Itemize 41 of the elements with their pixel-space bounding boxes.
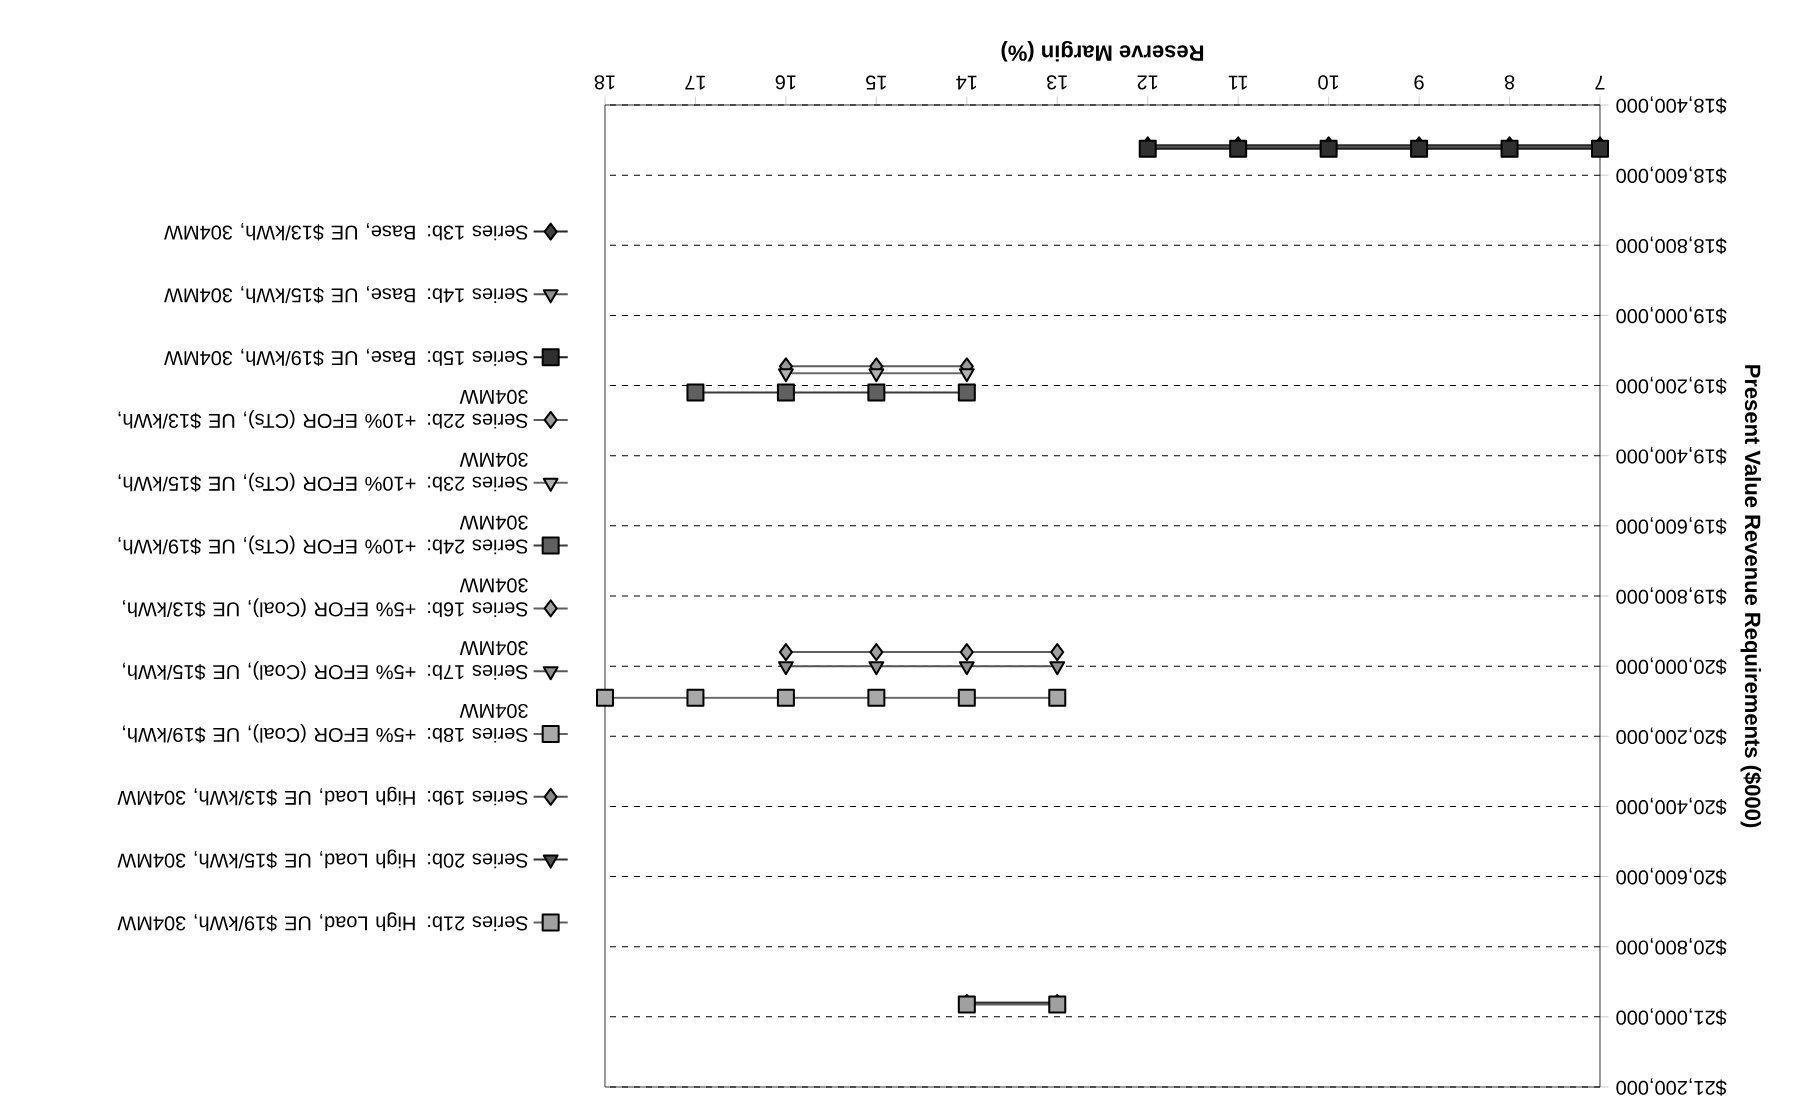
y-tick-label: $20,000,000 [1616,657,1727,675]
y-tick-label: $20,800,000 [1616,938,1727,956]
x-tick-label: 9 [1414,75,1424,90]
legend-label: Series 20b: High Load, UE $15/kWh, 304MW [117,849,528,869]
legend-label: Series 21b: High Load, UE $19/kWh, 304MW [117,912,528,932]
legend-label: Series 13b: Base, UE $13/kWh, 304MW [164,223,528,241]
x-tick-label: 16 [775,75,796,90]
legend-label: Series 23b: +10% EFOR (CTs), UE $15/kWh, 304MW [118,452,528,492]
legend-label: Series 24b: +10% EFOR (CTs), UE $19/kWh, 304MW [118,515,528,555]
y-tick-label: $19,600,000 [1616,517,1727,535]
x-tick-label: 12 [1137,75,1158,90]
y-tick-label: $18,800,000 [1616,236,1727,254]
x-tick-label: 10 [1318,75,1339,90]
y-tick-label: $21,000,000 [1616,1008,1727,1026]
legend-label: Series 19b: High Load, UE $13/kWh, 304MW [117,786,528,806]
x-tick-label: 14 [956,75,977,90]
legend-label: Series 15b: Base, UE $19/kWh, 304MW [164,348,528,367]
y-tick-label: $19,800,000 [1616,587,1727,605]
x-tick-label: 17 [685,75,706,90]
y-tick-label: $19,200,000 [1616,376,1727,395]
y-axis-title: Present Value Revenue Requirements ($000) [1740,365,1762,828]
x-tick-label: 8 [1504,75,1515,90]
legend-label: Series 14b: Base, UE $15/kWh, 304MW [164,285,528,304]
x-tick-label: 13 [1047,75,1067,90]
y-tick-label: $21,200,000 [1616,1078,1727,1096]
legend-label: Series 16b: +5% EFOR (Coal), UE $13/kWh, 304MW [123,578,528,618]
legend-label: Series 22b: +10% EFOR (CTs), UE $13/kWh, 304MW [118,389,528,429]
y-tick-label: $18,400,000 [1616,96,1727,114]
y-tick-label: $19,400,000 [1616,447,1727,465]
x-tick-label: 11 [1228,75,1248,90]
x-tick-label: 18 [594,75,615,90]
legend-label: Series 17b: +5% EFOR (Coal), UE $15/kWh, 304MW [123,641,528,681]
y-tick-label: $20,600,000 [1616,867,1727,886]
x-tick-label: 15 [866,75,886,90]
y-tick-label: $20,200,000 [1616,727,1727,745]
y-tick-label: $18,600,000 [1616,166,1727,184]
y-tick-label: $20,400,000 [1616,797,1727,816]
x-axis-title: Reserve Margin (%) [1001,40,1204,62]
x-tick-label: 7 [1595,75,1605,90]
y-tick-label: $19,000,000 [1616,306,1727,325]
legend-label: Series 18b: +5% EFOR (Coal), UE $19/kWh, 304MW [123,703,528,743]
